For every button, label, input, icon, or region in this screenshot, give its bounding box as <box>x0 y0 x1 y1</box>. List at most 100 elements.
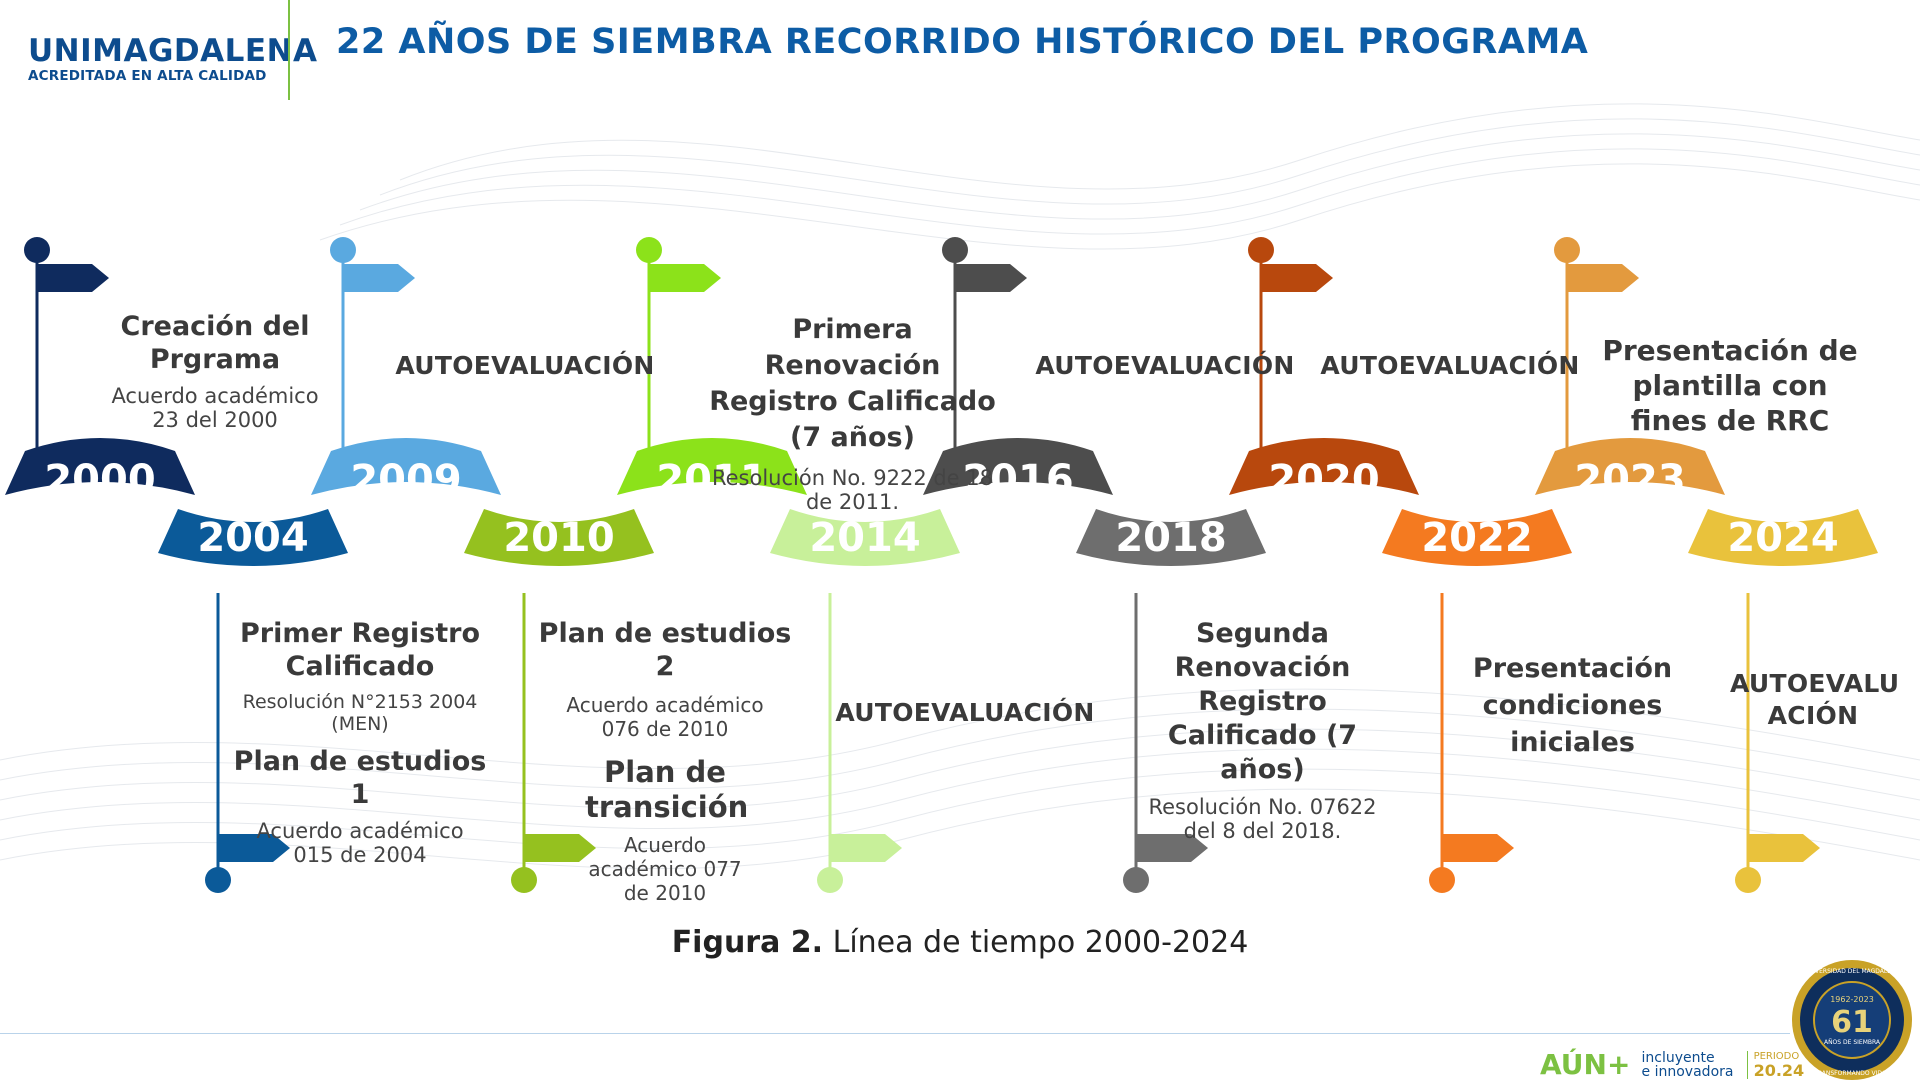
event-2024-title: AUTOEVALU ACIÓN <box>1730 669 1900 730</box>
event-2016: AUTOEVALUACIÓN <box>1025 350 1305 381</box>
figure-caption: Figura 2. Línea de tiempo 2000-2024 <box>0 925 1920 960</box>
event-2010-title-2: Plan de transición <box>585 755 749 824</box>
event-2022: Presentación condiciones iniciales <box>1450 650 1695 761</box>
flag-2011 <box>649 264 721 292</box>
period-value: 20.24 <box>1753 1060 1805 1080</box>
event-2011-detail: Resolución No. 9222 de 18 de 2011. <box>711 466 994 514</box>
event-2010-detail-2: Acuerdo académico 077 de 2010 <box>588 833 742 905</box>
ribbon-2024 <box>1688 509 1878 566</box>
event-2000: Creación del Prgrama Acuerdo académico 2… <box>85 310 345 432</box>
seal-ring-top: UNIVERSIDAD DEL MAGDALENA <box>1804 968 1900 975</box>
seal-subtitle: AÑOS DE SIEMBRA <box>1824 1039 1881 1046</box>
event-2000-detail: Acuerdo académico 23 del 2000 <box>111 384 319 432</box>
year-label-2011: 2011 <box>656 457 767 503</box>
logo-subtitle: ACREDITADA EN ALTA CALIDAD <box>28 68 267 84</box>
aun-tagline-2: e innovadora <box>1641 1063 1734 1080</box>
year-label-2009: 2009 <box>350 457 461 503</box>
event-2018-detail: Resolución No. 07622 del 8 del 2018. <box>1148 795 1377 843</box>
year-label-2000: 2000 <box>44 457 155 503</box>
unimagdalena-logo: UNIMAGDALENA ACREDITADA EN ALTA CALIDAD <box>28 34 318 84</box>
period-label: PERIODO <box>1753 1050 1800 1062</box>
event-2009-title: AUTOEVALUACIÓN <box>395 351 655 380</box>
flag-2018 <box>1136 834 1208 862</box>
ribbon-2004 <box>158 509 348 566</box>
event-2004: Primer Registro Calificado Resolución N°… <box>225 617 495 867</box>
year-label-2023: 2023 <box>1574 457 1685 503</box>
logo-name: UNIMAGDALENA <box>28 33 318 69</box>
flag-2004 <box>218 834 290 862</box>
flag-2010 <box>524 834 596 862</box>
pole-knob-2022 <box>1429 867 1455 893</box>
flag-2023 <box>1567 264 1639 292</box>
event-2011-title: Primera Renovación Registro Calificado (… <box>709 314 996 453</box>
year-label-2022: 2022 <box>1421 515 1532 561</box>
ribbon-2010 <box>464 509 654 566</box>
event-2018: Segunda Renovación Registro Calificado (… <box>1110 617 1415 843</box>
pole-knob-2004 <box>205 867 231 893</box>
ribbon-2018 <box>1076 509 1266 566</box>
event-2004-detail-1: Resolución N°2153 2004 (MEN) <box>242 691 478 735</box>
ribbon-2009 <box>311 438 501 495</box>
event-2004-title-2: Plan de estudios 1 <box>233 746 487 810</box>
flag-2014 <box>830 834 902 862</box>
year-label-2010: 2010 <box>503 515 614 561</box>
pole-knob-2024 <box>1735 867 1761 893</box>
event-2020-title: AUTOEVALUACIÓN <box>1320 351 1580 380</box>
aun-tagline-1: incluyente <box>1641 1049 1715 1066</box>
event-2010-detail-1: Acuerdo académico 076 de 2010 <box>566 693 764 741</box>
footer-divider <box>0 1033 1790 1034</box>
ribbon-2000 <box>5 438 195 495</box>
event-2023-title: Presentación de plantilla con fines de R… <box>1602 334 1858 437</box>
event-2020: AUTOEVALUACIÓN <box>1310 350 1590 381</box>
year-label-2018: 2018 <box>1115 515 1226 561</box>
event-2009: AUTOEVALUACIÓN <box>385 350 665 381</box>
aun-tagline: incluyente e innovadora <box>1642 1051 1734 1079</box>
seal-number: 61 <box>1831 1005 1873 1040</box>
event-2011: Primera Renovación Registro Calificado (… <box>690 312 1015 514</box>
flag-2009 <box>343 264 415 292</box>
flag-2024 <box>1748 834 1820 862</box>
event-2000-title: Creación del Prgrama <box>120 311 310 375</box>
anniversary-seal-icon: 1962-2023 61 AÑOS DE SIEMBRA UNIVERSIDAD… <box>1792 960 1912 1080</box>
flag-2000 <box>37 264 109 292</box>
seal-ring-bottom: TRANSFORMANDO VIDAS <box>1813 1070 1890 1077</box>
pole-knob-2020 <box>1248 237 1274 263</box>
event-2024: AUTOEVALU ACIÓN <box>1718 668 1908 732</box>
event-2014-title: AUTOEVALUACIÓN <box>835 698 1095 727</box>
caption-text: Línea de tiempo 2000-2024 <box>823 925 1249 960</box>
ribbon-2020 <box>1229 438 1419 495</box>
aun-mark: AÚN+ <box>1540 1048 1631 1081</box>
year-label-2016: 2016 <box>962 457 1073 503</box>
year-label-2020: 2020 <box>1268 457 1379 503</box>
pole-knob-2018 <box>1123 867 1149 893</box>
seal-years: 1962-2023 <box>1830 995 1874 1004</box>
flag-2016 <box>955 264 1027 292</box>
ribbon-2011 <box>617 438 807 495</box>
pole-knob-2014 <box>817 867 843 893</box>
event-2014: AUTOEVALUACIÓN <box>820 697 1110 728</box>
flag-2020 <box>1261 264 1333 292</box>
year-label-2014: 2014 <box>809 515 920 561</box>
ribbon-2023 <box>1535 438 1725 495</box>
ribbon-2016 <box>923 438 1113 495</box>
event-2004-title-1: Primer Registro Calificado <box>239 618 481 682</box>
pole-knob-2023 <box>1554 237 1580 263</box>
pole-knob-2011 <box>636 237 662 263</box>
ribbon-2022 <box>1382 509 1572 566</box>
event-2016-title: AUTOEVALUACIÓN <box>1035 351 1295 380</box>
ribbon-2014 <box>770 509 960 566</box>
event-2004-detail-2: Acuerdo académico 015 de 2004 <box>256 819 464 867</box>
pole-knob-2009 <box>330 237 356 263</box>
event-2010-title-1: Plan de estudios 2 <box>538 618 792 682</box>
year-label-2024: 2024 <box>1727 515 1838 561</box>
event-2022-title: Presentación condiciones iniciales <box>1472 653 1673 758</box>
flag-2022 <box>1442 834 1514 862</box>
pole-knob-2010 <box>511 867 537 893</box>
pole-knob-2000 <box>24 237 50 263</box>
event-2018-title: Segunda Renovación Registro Calificado (… <box>1167 618 1358 785</box>
pole-knob-2016 <box>942 237 968 263</box>
header-divider <box>288 0 290 100</box>
caption-label: Figura 2. <box>671 925 824 960</box>
event-2010: Plan de estudios 2 Acuerdo académico 076… <box>525 617 805 905</box>
